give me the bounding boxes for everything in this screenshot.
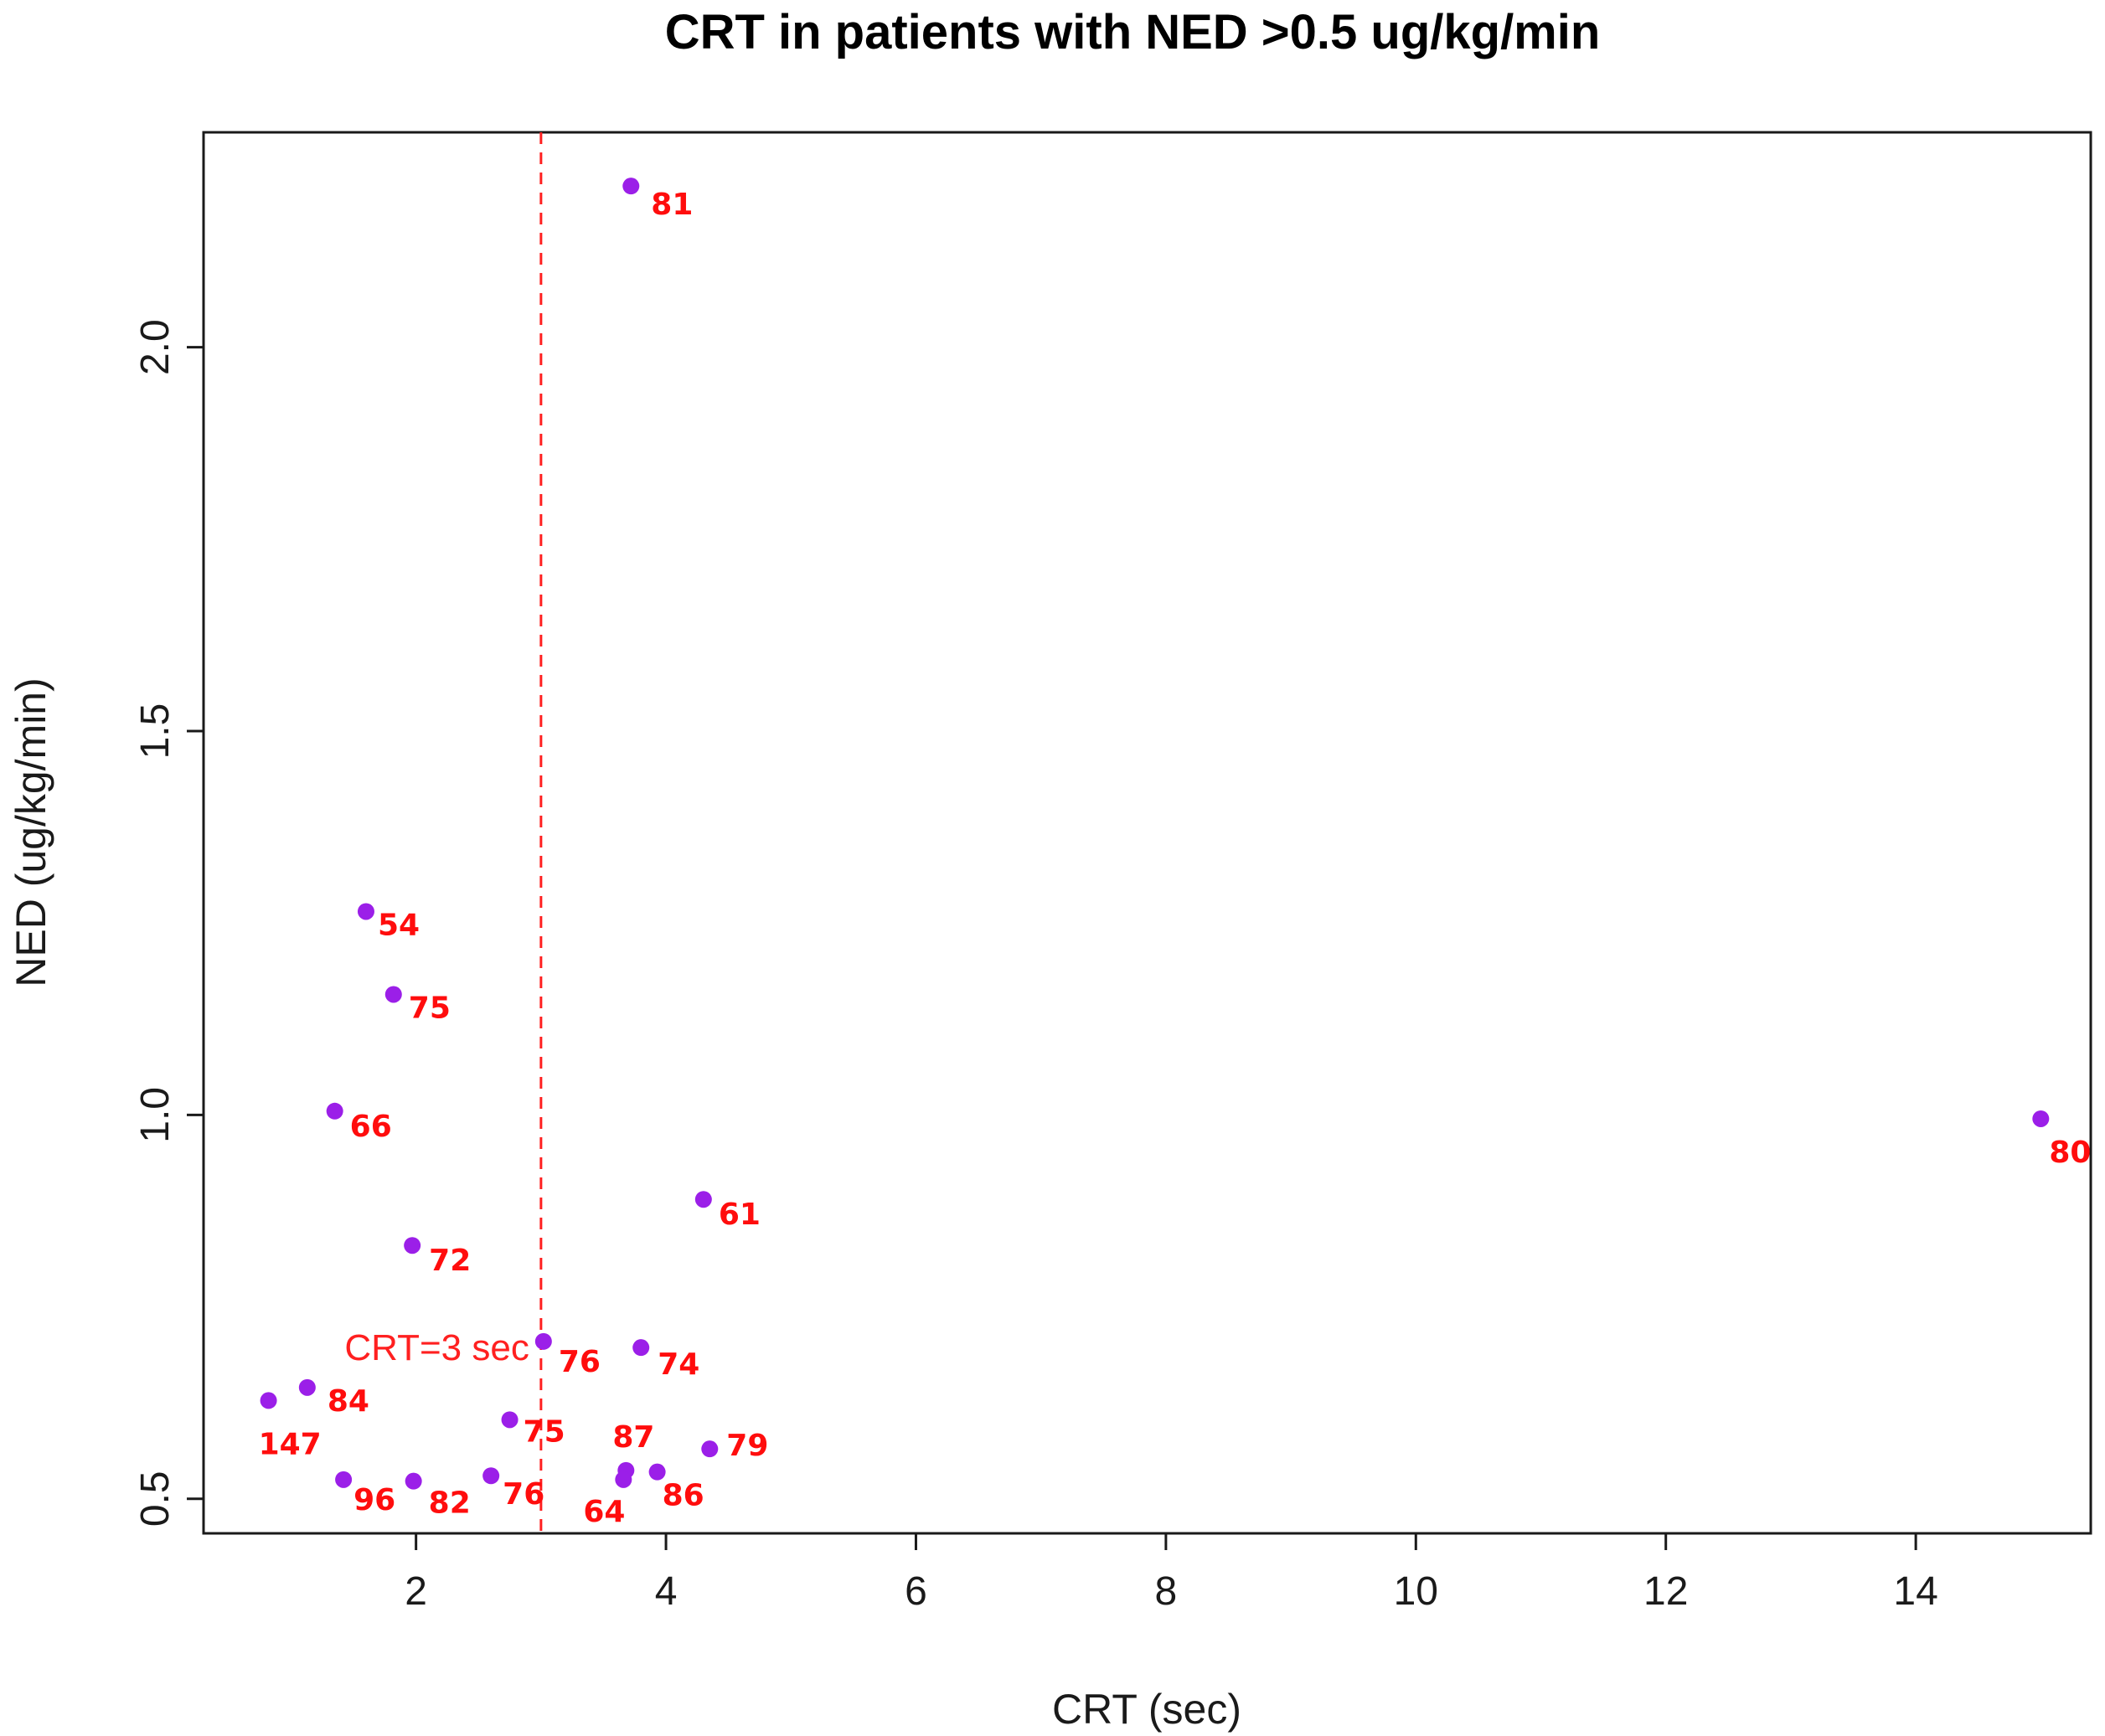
data-point-label: 72 [429,1244,471,1278]
data-point-label: 74 [658,1347,699,1382]
x-tick-label: 10 [1394,1569,1438,1614]
data-point-label: 75 [409,991,451,1025]
data-point [534,1332,552,1350]
x-tick-label: 14 [1893,1569,1937,1614]
chart-title: CRT in patients with NED >0.5 ug/kg/min [665,5,1601,59]
data-point-label: 81 [651,188,693,222]
data-point [2032,1110,2050,1127]
y-axis: 0.5 1.0 1.5 2.0 [133,319,205,1527]
data-point [482,1467,500,1485]
x-tick-label: 2 [405,1569,427,1614]
data-point [404,1237,421,1254]
data-point [298,1378,316,1396]
data-point-label: 147 [259,1427,322,1461]
data-point [501,1411,519,1429]
data-point [260,1392,277,1409]
data-point-label: 79 [726,1429,768,1463]
y-tick-label: 0.5 [133,1471,178,1527]
data-point [335,1471,353,1488]
x-axis: 2 4 6 8 10 12 14 [405,1532,1938,1614]
data-point [701,1440,719,1458]
reference-line-label: CRT=3 sec [344,1327,529,1368]
data-point-label: 76 [559,1345,601,1379]
x-tick-label: 6 [905,1569,927,1614]
data-point [384,986,402,1003]
data-point [357,903,374,920]
y-tick-label: 1.0 [133,1087,178,1143]
y-tick-label: 1.5 [133,703,178,760]
data-point [405,1472,422,1490]
plot-frame [202,131,2092,1535]
y-tick-label: 2.0 [133,319,178,375]
data-point-label: 86 [663,1479,704,1513]
data-point [622,178,640,195]
data-point [632,1339,650,1357]
data-point-label: 54 [378,908,420,942]
data-point [694,1191,712,1208]
data-point [648,1463,666,1481]
x-tick-label: 4 [655,1569,678,1614]
data-point [326,1102,343,1120]
data-point-label: 75 [524,1414,565,1449]
data-point-label: 76 [503,1477,544,1512]
data-point-label: 87 [612,1420,654,1455]
x-axis-label: CRT (sec) [1052,1686,1241,1733]
data-point-label: 80 [2049,1136,2091,1170]
data-point-label: 66 [350,1110,392,1144]
data-point-label: 82 [429,1486,471,1521]
data-point-label: 84 [328,1384,369,1419]
data-point [615,1471,632,1488]
reference-line-group: CRT=3 sec [344,132,543,1533]
x-tick-label: 12 [1643,1569,1688,1614]
data-point-label: 61 [719,1198,761,1232]
x-tick-label: 8 [1155,1569,1178,1614]
y-axis-label: NED (ug/kg/min) [8,677,54,987]
data-point-label: 96 [353,1483,395,1517]
data-point-label: 64 [583,1495,625,1529]
